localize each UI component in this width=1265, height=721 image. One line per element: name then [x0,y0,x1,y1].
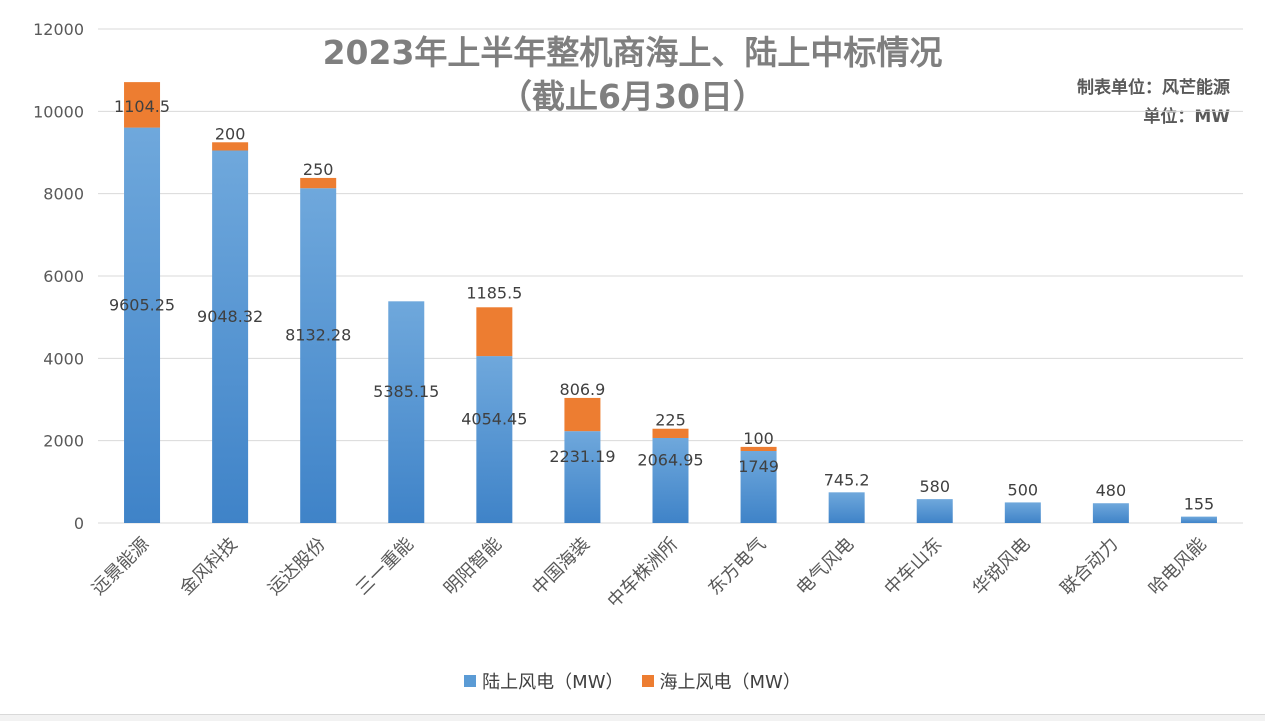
data-label-onshore: 480 [1096,481,1127,500]
x-tick-label: 东方电气 [704,534,770,600]
bar-offshore [212,142,249,151]
bar-offshore [740,446,777,451]
bottom-strip [0,714,1265,721]
x-tick-label: 华锐风电 [969,534,1035,600]
bar-onshore [828,492,865,523]
data-label-offshore: 100 [743,429,774,448]
data-label-offshore: 225 [655,411,686,430]
y-tick-label: 10000 [33,102,84,121]
data-label-offshore: 1185.5 [466,283,522,302]
bar-onshore [916,499,953,523]
stacked-bar-chart: 0 2000 4000 6000 8000 10000 12000 9605.25 1104.5… [33,20,1243,612]
bar-onshore [124,127,161,524]
chart-subtitle: （截止6月30日） [499,77,766,116]
bar-onshore [652,437,689,523]
y-tick-label: 8000 [43,185,84,204]
bar-onshore [564,431,601,523]
x-tick-label: 金风科技 [176,534,242,600]
data-label-onshore: 155 [1184,495,1215,514]
data-label-onshore: 2231.19 [549,447,615,466]
data-label-offshore: 1104.5 [114,97,170,116]
bar-onshore [1004,502,1041,523]
x-tick-label: 联合动力 [1057,534,1123,600]
x-tick-label: 运达股份 [264,534,330,600]
bar-onshore [1180,516,1217,523]
data-label-onshore: 745.2 [824,470,870,489]
legend-swatch-offshore [641,675,654,687]
bar-offshore [124,82,161,128]
legend-label-onshore: 陆上风电（MW） [482,672,624,693]
data-label-onshore: 9605.25 [109,295,175,314]
bar-onshore [476,356,513,523]
data-label-offshore: 200 [215,124,246,143]
bar-offshore [652,428,689,438]
data-label-offshore: 806.9 [560,380,606,399]
legend-item-onshore: 陆上风电（MW） [464,668,624,694]
y-tick-label: 2000 [43,432,84,451]
bar-onshore [388,301,425,523]
legend-item-offshore: 海上风电（MW） [641,668,801,694]
data-label-offshore: 250 [303,160,334,179]
legend-swatch-onshore [464,675,477,687]
x-tick-label: 电气风电 [792,534,858,600]
legend-label-offshore: 海上风电（MW） [659,672,801,693]
x-tick-label: 中车株洲所 [604,534,682,612]
source-note: 制表单位：风芒能源 [1077,78,1230,98]
x-tick-label: 远景能源 [88,534,154,600]
data-label-onshore: 4054.45 [461,410,527,429]
data-label-onshore: 2064.95 [637,450,703,469]
bar-onshore [300,188,337,524]
x-tick-label: 三一重能 [352,534,418,600]
x-tick-label: 中国海装 [528,534,594,600]
legend: 陆上风电（MW） 海上风电（MW） [0,668,1265,694]
y-tick-label: 4000 [43,349,84,368]
chart-title: 2023年上半年整机商海上、陆上中标情况 [322,33,943,72]
data-label-onshore: 580 [919,477,950,496]
bar-onshore [1092,503,1129,523]
y-tick-label: 0 [74,514,84,533]
bar-onshore [212,150,249,523]
bar-offshore [300,177,337,189]
data-label-onshore: 5385.15 [373,382,439,401]
data-label-onshore: 9048.32 [197,307,263,326]
data-label-onshore: 8132.28 [285,326,351,345]
bar-offshore [476,307,513,357]
y-tick-label: 6000 [43,267,84,286]
data-label-onshore: 500 [1008,480,1039,499]
bar-offshore [564,397,601,432]
unit-note: 单位：MW [1143,107,1230,127]
data-label-onshore: 1749 [738,457,779,476]
y-tick-label: 12000 [33,20,84,39]
x-tick-label: 明阳智能 [440,534,506,600]
x-tick-label: 中车山东 [881,534,947,600]
bar-onshore [740,450,777,523]
x-tick-label: 哈电风能 [1145,534,1211,600]
